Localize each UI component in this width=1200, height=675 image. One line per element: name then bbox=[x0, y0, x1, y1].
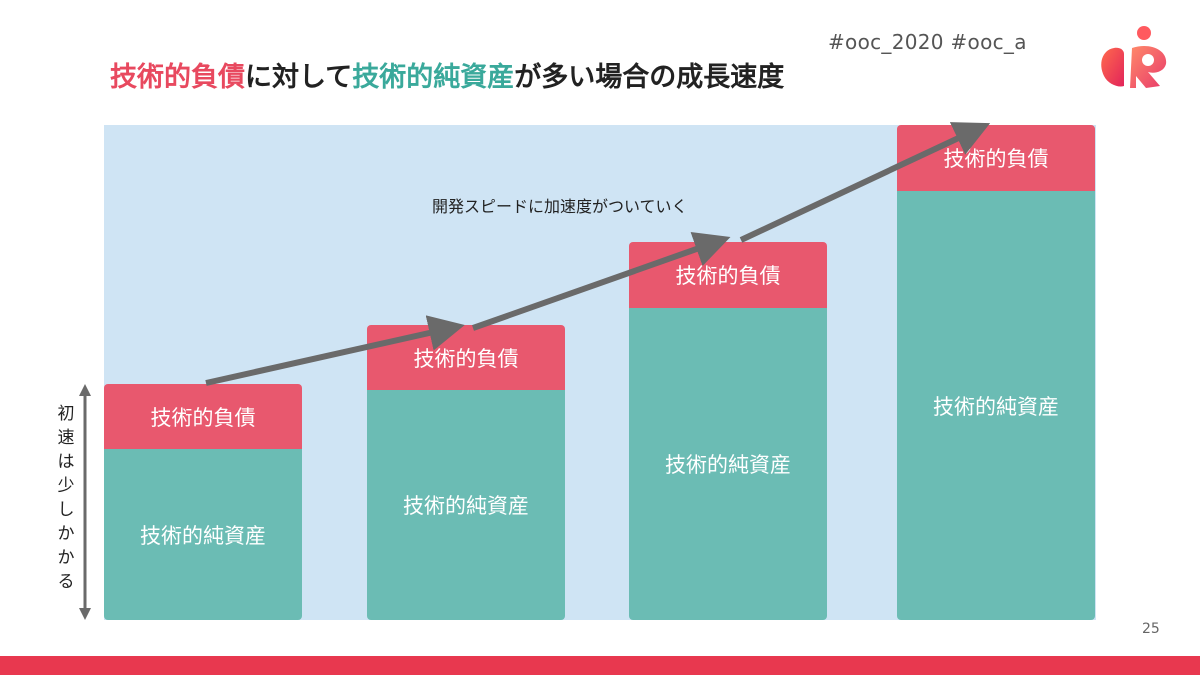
title-debt: 技術的負債 bbox=[110, 62, 245, 93]
hashtags: #ooc_2020 #ooc_a bbox=[828, 30, 1027, 54]
asset-block: 技術的純資産 bbox=[367, 390, 565, 620]
asset-block: 技術的純資産 bbox=[897, 191, 1095, 620]
asset-block: 技術的純資産 bbox=[104, 449, 302, 620]
asset-block: 技術的純資産 bbox=[629, 308, 827, 620]
initial-speed-label: 初速は少しかかる bbox=[57, 404, 75, 592]
page-number: 25 bbox=[1142, 621, 1160, 637]
acceleration-caption: 開発スピードに加速度がついていく bbox=[432, 197, 688, 216]
debt-block: 技術的負債 bbox=[367, 325, 565, 390]
debt-block: 技術的負債 bbox=[897, 125, 1095, 191]
bar-group-4: 技術的負債 技術的純資産 bbox=[897, 125, 1095, 620]
growth-arrow bbox=[205, 122, 991, 386]
debt-block: 技術的負債 bbox=[104, 384, 302, 449]
title-rest: が多い場合の成長速度 bbox=[514, 62, 785, 93]
title-asset: 技術的純資産 bbox=[352, 62, 515, 93]
page-title: 技術的負債に対して技術的純資産が多い場合の成長速度 bbox=[110, 55, 784, 94]
bar-group-1: 技術的負債 技術的純資産 bbox=[104, 384, 302, 620]
footer-bar bbox=[0, 656, 1200, 675]
bar-group-2: 技術的負債 技術的純資産 bbox=[367, 325, 565, 620]
title-connector: に対して bbox=[245, 62, 353, 93]
brand-logo-icon bbox=[1101, 26, 1167, 88]
